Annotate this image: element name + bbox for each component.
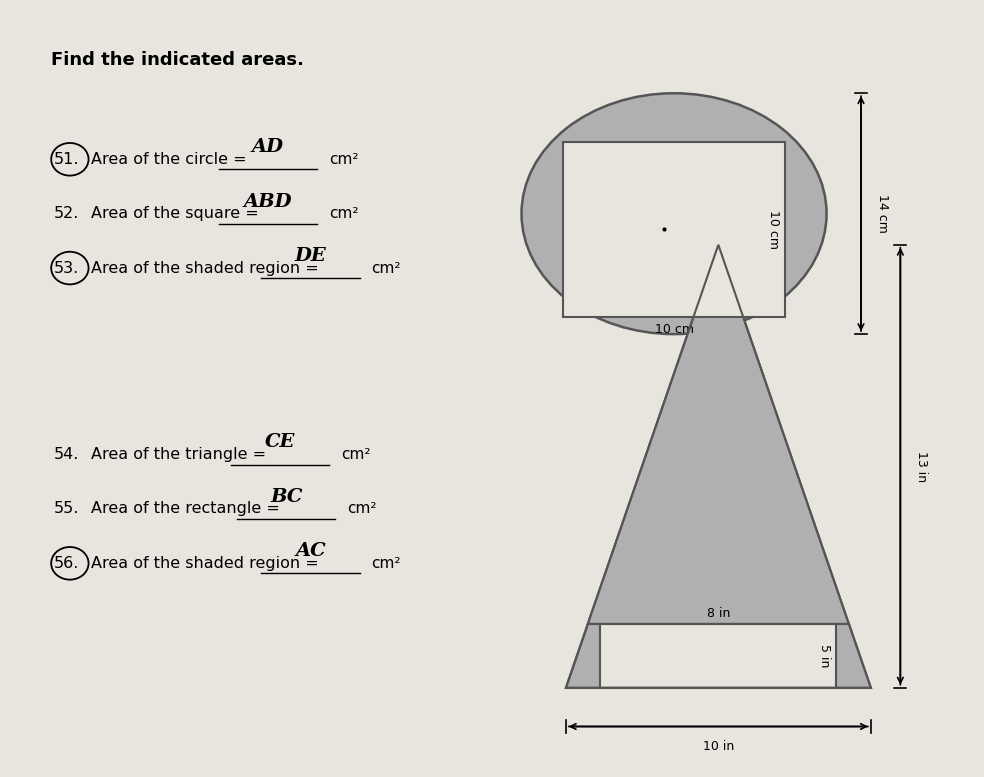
Text: 55.: 55. bbox=[54, 501, 80, 517]
Text: 56.: 56. bbox=[54, 556, 80, 571]
Text: 13 in: 13 in bbox=[915, 451, 928, 482]
Text: Area of the shaded region =: Area of the shaded region = bbox=[91, 260, 324, 276]
Text: 8 in: 8 in bbox=[707, 607, 730, 620]
Text: ABD: ABD bbox=[244, 193, 292, 211]
Text: 53.: 53. bbox=[54, 260, 80, 276]
Bar bbox=[600, 624, 836, 688]
Text: Area of the shaded region =: Area of the shaded region = bbox=[91, 556, 324, 571]
Text: CE: CE bbox=[265, 434, 295, 451]
Text: Area of the rectangle =: Area of the rectangle = bbox=[91, 501, 284, 517]
Text: cm²: cm² bbox=[329, 152, 358, 167]
Text: 10 cm: 10 cm bbox=[654, 323, 694, 336]
Text: 54.: 54. bbox=[54, 447, 80, 462]
Text: 14 cm: 14 cm bbox=[876, 194, 889, 233]
Text: AC: AC bbox=[295, 542, 326, 560]
Text: 52.: 52. bbox=[54, 206, 80, 221]
Polygon shape bbox=[587, 245, 849, 624]
Bar bbox=[564, 141, 785, 317]
Polygon shape bbox=[836, 624, 871, 688]
Text: Area of the triangle =: Area of the triangle = bbox=[91, 447, 271, 462]
Text: cm²: cm² bbox=[329, 206, 358, 221]
Circle shape bbox=[522, 93, 827, 334]
Text: 10 in: 10 in bbox=[703, 740, 734, 754]
Text: Area of the circle =: Area of the circle = bbox=[91, 152, 251, 167]
Text: Find the indicated areas.: Find the indicated areas. bbox=[51, 51, 304, 68]
Text: cm²: cm² bbox=[347, 501, 377, 517]
Text: DE: DE bbox=[294, 247, 327, 265]
Polygon shape bbox=[566, 624, 600, 688]
Text: BC: BC bbox=[270, 488, 302, 506]
Text: 5 in: 5 in bbox=[819, 644, 831, 667]
Text: Area of the square =: Area of the square = bbox=[91, 206, 264, 221]
Text: 51.: 51. bbox=[54, 152, 80, 167]
Text: cm²: cm² bbox=[372, 260, 401, 276]
Text: cm²: cm² bbox=[372, 556, 401, 571]
Text: cm²: cm² bbox=[341, 447, 371, 462]
Text: 10 cm: 10 cm bbox=[767, 210, 779, 249]
Text: AD: AD bbox=[252, 138, 283, 156]
